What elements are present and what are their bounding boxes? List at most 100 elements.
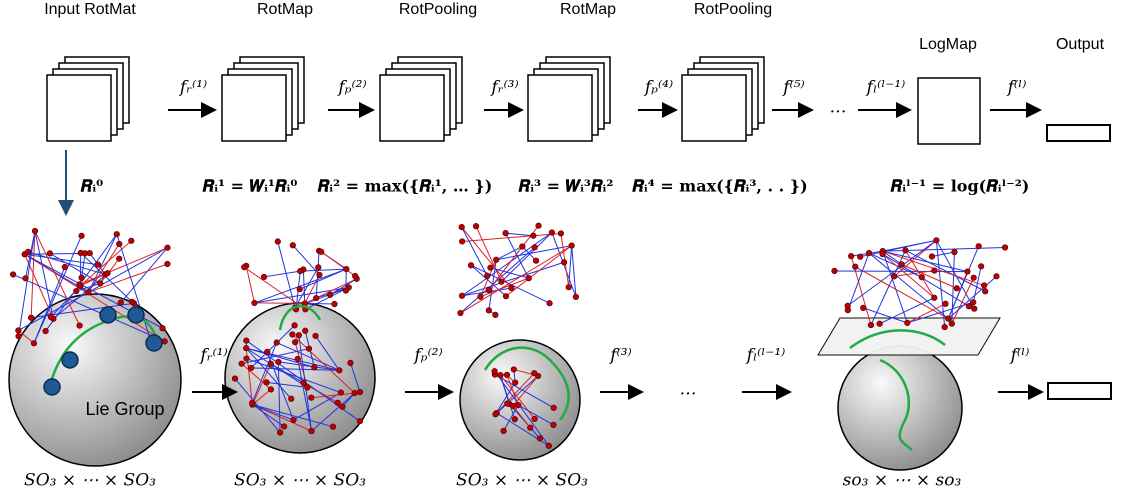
joint (326, 291, 334, 298)
joint (457, 309, 464, 317)
joint (458, 223, 465, 231)
joint (311, 364, 318, 371)
joint (61, 263, 68, 271)
joint (290, 416, 297, 424)
link (320, 251, 356, 277)
equation: 𝑹ᵢ³ = 𝑾ᵢ³𝑹ᵢ² (518, 177, 614, 196)
joint (304, 384, 311, 391)
equation: 𝑹ᵢ⁰ (80, 177, 103, 196)
joint (535, 222, 542, 229)
joint (164, 260, 171, 268)
function-label: fₗ⁽ˡ⁻¹⁾ (745, 346, 786, 366)
joint (78, 274, 85, 281)
joint (243, 355, 250, 362)
joint (238, 360, 245, 367)
joint (548, 229, 555, 236)
link (30, 230, 36, 318)
joint (85, 289, 92, 296)
lie-point (99, 306, 117, 324)
joint (10, 271, 17, 278)
joint (503, 371, 511, 379)
joint (25, 248, 32, 255)
link (854, 266, 949, 320)
feature-map (221, 74, 287, 142)
link (495, 246, 523, 261)
joint (260, 273, 268, 281)
joint (504, 400, 511, 407)
link (907, 303, 946, 324)
lie-point (61, 351, 79, 369)
joint (352, 272, 359, 280)
joint (865, 250, 873, 257)
joint (572, 293, 580, 300)
link (518, 404, 554, 426)
feature-map (46, 74, 112, 142)
link (234, 378, 281, 433)
joint (981, 282, 988, 289)
texts: Input RotMat RotMap RotPooling RotMap RotPoo… (24, 1, 1105, 490)
joint (294, 355, 301, 363)
joint (263, 379, 270, 386)
link (252, 404, 312, 432)
joint (104, 270, 111, 277)
link (461, 226, 512, 289)
joint (532, 257, 540, 264)
link (293, 392, 342, 421)
joint (467, 262, 475, 269)
joint (264, 348, 271, 355)
link (311, 392, 355, 399)
link (311, 392, 355, 432)
joint (458, 292, 466, 299)
link (935, 240, 975, 309)
joint (502, 230, 509, 237)
joint (491, 368, 498, 375)
joint (546, 300, 553, 307)
link (521, 246, 537, 262)
joint (951, 248, 958, 256)
link (252, 389, 272, 406)
link (499, 374, 516, 420)
joint (76, 281, 83, 288)
equation: 𝑹ᵢ⁴ = max({𝑹ᵢ³, . . }) (631, 177, 807, 196)
link (490, 267, 529, 279)
link (252, 404, 285, 427)
joint (531, 370, 538, 377)
joint (497, 371, 504, 379)
joint (347, 359, 354, 366)
link (470, 264, 507, 297)
link (947, 245, 980, 319)
joint (249, 399, 256, 407)
link (882, 250, 908, 324)
link (931, 251, 955, 257)
link (304, 278, 357, 304)
joint (292, 339, 299, 346)
feature-map (379, 74, 445, 142)
joint (511, 416, 518, 423)
link (254, 268, 347, 304)
link (49, 252, 101, 284)
joint (337, 389, 344, 396)
feature-map (681, 74, 747, 142)
joint (241, 264, 248, 271)
joint (308, 394, 315, 401)
joint (15, 333, 22, 340)
joint (42, 327, 49, 335)
joint (978, 263, 985, 270)
link (496, 245, 572, 261)
link (18, 330, 35, 344)
link (462, 232, 561, 242)
joint (94, 261, 102, 268)
link (847, 252, 870, 311)
joint (343, 265, 350, 273)
joint (848, 253, 855, 260)
joint (128, 237, 135, 244)
joint (857, 253, 864, 260)
lie-point (127, 306, 145, 324)
link (33, 235, 83, 344)
link (905, 249, 986, 292)
link (251, 363, 272, 405)
equation: 𝑹ᵢ¹ = 𝑾ᵢ¹𝑹ᵢ⁰ (202, 177, 298, 196)
lie-point (43, 378, 61, 396)
joint (519, 243, 526, 250)
